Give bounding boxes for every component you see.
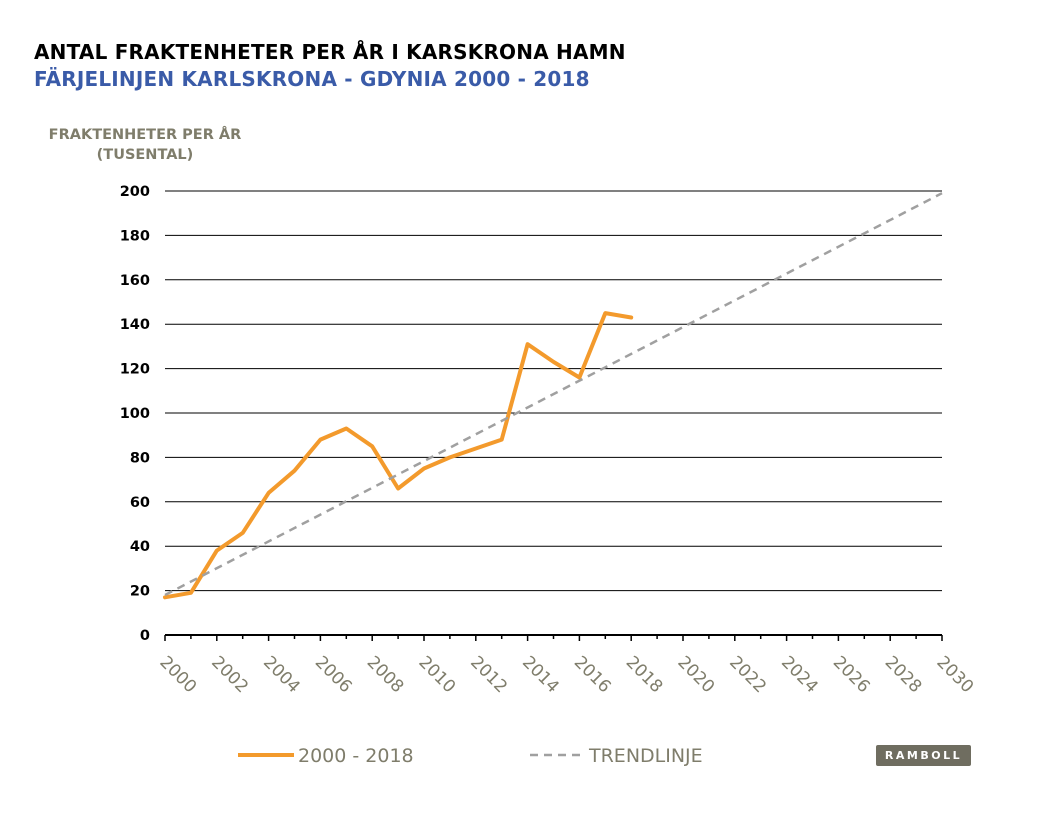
x-tick-label: 2006	[311, 652, 356, 697]
x-tick-label: 2028	[881, 652, 926, 697]
y-tick-label: 20	[130, 584, 150, 600]
grid-lines	[165, 190, 942, 592]
y-tick-label: 60	[130, 495, 150, 511]
y-tick-label: 180	[120, 228, 150, 244]
y-axis-label-line-1: FRAKTENHETER PER ÅR	[48, 127, 242, 143]
y-tick-label: 40	[130, 539, 150, 555]
x-tick-label: 2030	[932, 652, 977, 697]
y-tick-label: 80	[130, 450, 150, 466]
y-tick-label: 200	[120, 184, 150, 200]
x-tick-label: 2000	[155, 652, 200, 697]
y-tick-label: 100	[120, 406, 150, 422]
x-tick-label: 2016	[570, 652, 615, 697]
legend: 2000 - 2018 TRENDLINJE	[238, 745, 703, 767]
y-axis-label: FRAKTENHETER PER ÅR (TUSENTAL)	[30, 125, 260, 165]
x-tick-label: 2024	[777, 652, 822, 697]
x-tick-label: 2026	[829, 652, 874, 697]
chart-title: ANTAL FRAKTENHETER PER ÅR I KARSKRONA HA…	[34, 40, 626, 64]
y-tick-label: 160	[120, 273, 150, 289]
legend-label: TRENDLINJE	[588, 745, 703, 767]
x-tick-label: 2020	[673, 652, 718, 697]
x-tick-label: 2012	[466, 652, 511, 697]
y-tick-label: 0	[140, 628, 150, 644]
x-tick-labels: 2000 2002 2004 2006 2008 2010 2012 2014 2016 2018…	[155, 652, 977, 697]
series-line-actual	[163, 311, 634, 600]
x-tick-label: 2004	[259, 652, 304, 697]
series-line-trend	[164, 192, 943, 597]
axes	[164, 634, 943, 641]
y-tick-label: 140	[120, 317, 150, 333]
chart-subtitle: FÄRJELINJEN KARLSKRONA - GDYNIA 2000 - 2…	[34, 67, 590, 91]
y-axis-label-line-2: (TUSENTAL)	[96, 147, 194, 163]
x-tick-label: 2014	[518, 652, 563, 697]
ramboll-logo: RAMBOLL	[876, 745, 971, 766]
x-tick-label: 2008	[363, 652, 408, 697]
x-tick-label: 2010	[414, 652, 459, 697]
legend-label: 2000 - 2018	[298, 745, 414, 767]
y-tick-label: 120	[120, 362, 150, 378]
series-lines	[163, 192, 943, 600]
x-tick-label: 2022	[725, 652, 770, 697]
x-tick-label: 2018	[622, 652, 667, 697]
x-tick-label: 2002	[207, 652, 252, 697]
y-tick-labels: 0 20 40 60 80 100 120 140 160 180 200	[120, 184, 150, 644]
